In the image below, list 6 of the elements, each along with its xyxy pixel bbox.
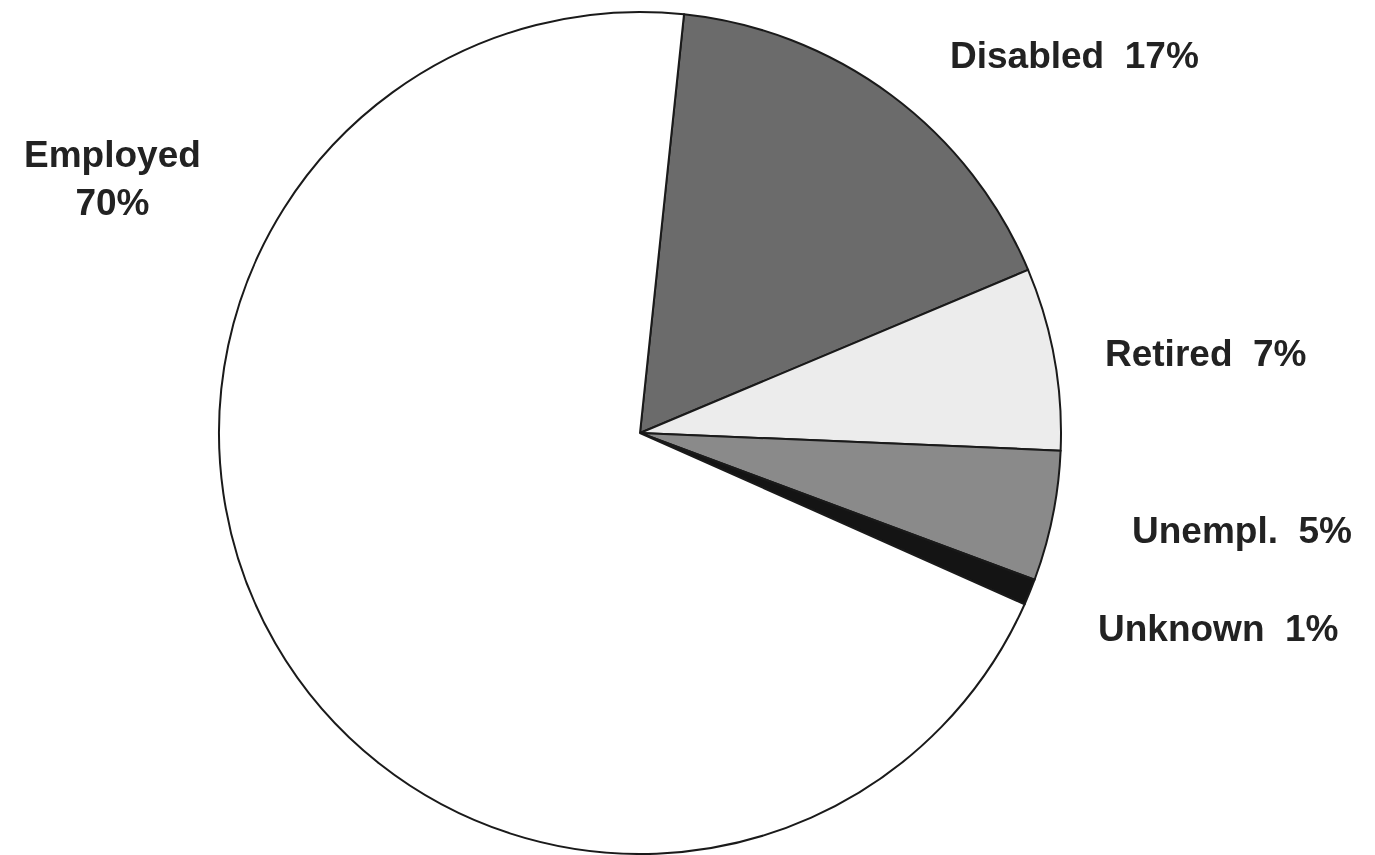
slice-label: Unknown 1% [1098, 608, 1339, 649]
slice-label: Disabled 17% [950, 35, 1199, 76]
data-label: 70% [75, 182, 150, 224]
slice-label: Employed [24, 134, 201, 175]
slice-label: Unempl. 5% [1132, 510, 1352, 551]
slice-label: Retired 7% [1105, 333, 1307, 374]
